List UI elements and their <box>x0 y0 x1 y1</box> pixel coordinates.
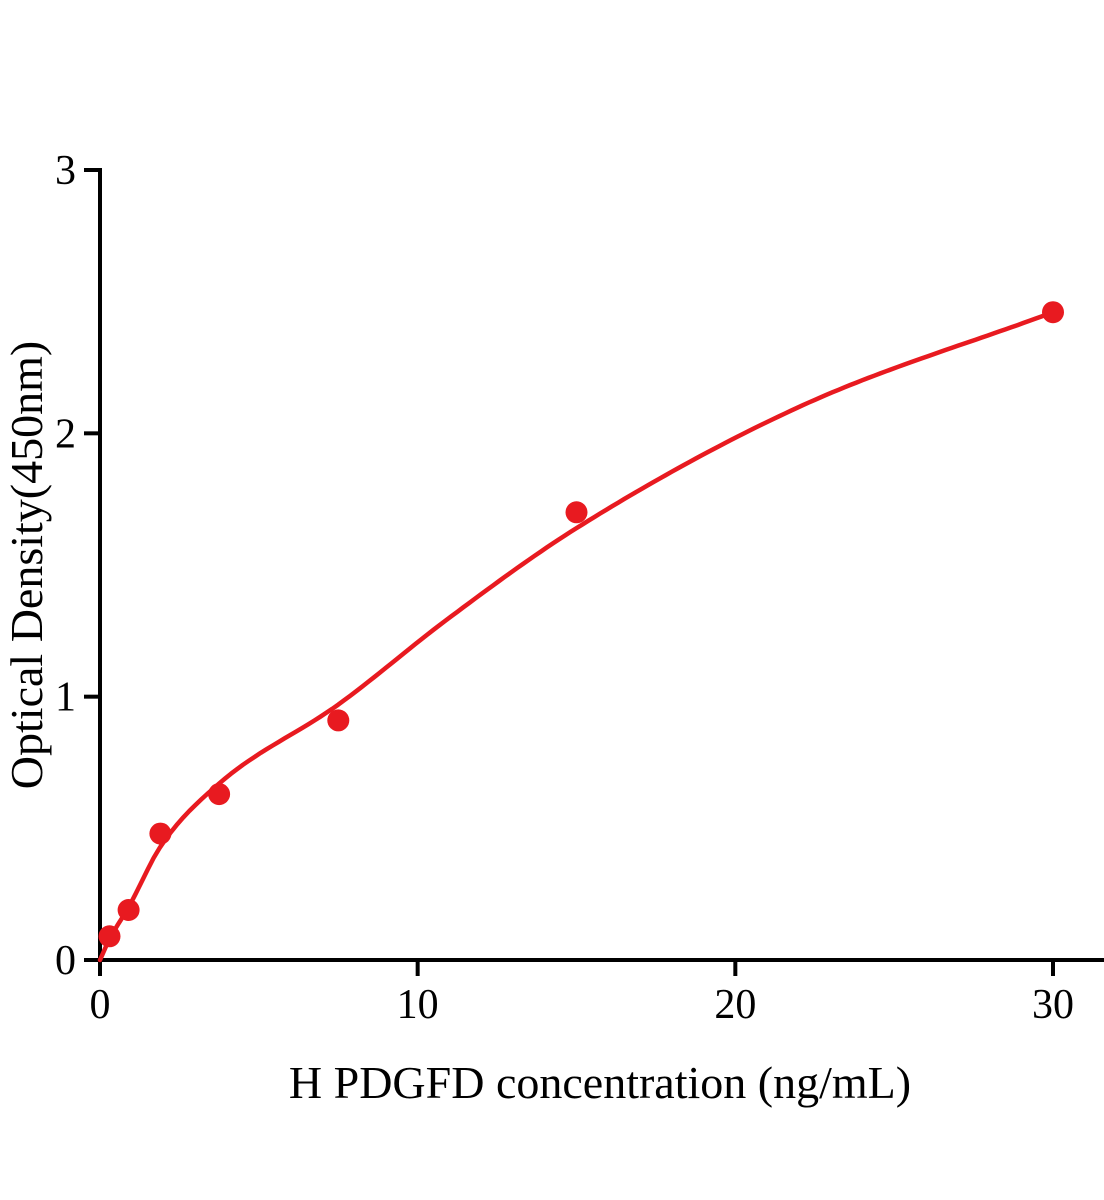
data-point <box>327 709 350 732</box>
fit-curve <box>97 309 1056 963</box>
y-tick-label: 1 <box>55 675 76 721</box>
data-point <box>565 501 588 524</box>
data-point <box>208 783 231 806</box>
tick-labels: 0 10 20 30 0 1 2 3 <box>55 148 1074 1028</box>
y-tick-label: 2 <box>55 411 76 457</box>
axes <box>98 168 1104 962</box>
data-point <box>98 925 121 948</box>
x-tick-label: 10 <box>397 982 439 1028</box>
data-point <box>1042 301 1064 324</box>
tick-marks <box>84 168 1055 976</box>
y-tick-label: 0 <box>55 938 76 984</box>
data-point-layer <box>98 301 1064 948</box>
x-tick-label: 30 <box>1032 982 1074 1028</box>
x-axis-title: H PDGFD concentration (ng/mL) <box>289 1057 911 1108</box>
y-tick-label: 3 <box>55 148 76 194</box>
x-tick-label: 0 <box>90 982 111 1028</box>
data-point <box>149 822 172 845</box>
fit-curve-layer <box>97 309 1056 963</box>
y-axis-title: Optical Density(450nm) <box>1 341 52 789</box>
data-point <box>117 899 140 921</box>
x-tick-label: 20 <box>714 982 756 1028</box>
